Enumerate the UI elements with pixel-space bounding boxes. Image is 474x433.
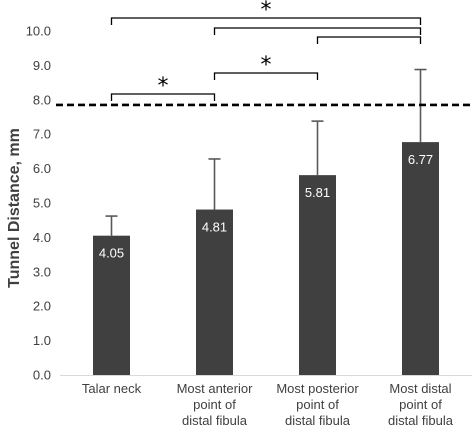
significance-bracket [110,93,216,101]
y-tick-label: 10.0 [26,24,51,39]
y-tick-label: 7.0 [33,127,51,142]
value-label: 4.05 [99,246,124,261]
significance-bracket [110,17,422,25]
bar [93,235,130,375]
y-tick-label: 3.0 [33,264,51,279]
category-label: Talar neck [82,381,142,396]
y-tick-label: 2.0 [33,299,51,314]
value-labels: 4.05 4.81 5.81 6.77 [99,152,433,261]
y-tick-label: 4.0 [33,230,51,245]
significance-bracket [213,72,319,80]
category-label-line: point of [399,397,442,412]
significance-bracket [213,27,422,35]
value-label: 6.77 [408,152,433,167]
value-label: 4.81 [202,220,227,235]
bar [402,142,439,375]
category-label-line: distal fibula [388,413,454,428]
y-tick-label: 5.0 [33,196,51,211]
category-label-line: distal fibula [182,413,248,428]
significance-star: * [158,74,169,99]
category-label-line: Most posterior [276,381,359,396]
category-label-line: point of [296,397,339,412]
significance-brackets: * * * [110,0,422,101]
significance-bracket [316,36,422,44]
bar [196,209,233,375]
y-tick-label: 0.0 [33,368,51,383]
y-tick-label: 8.0 [33,92,51,107]
value-label: 5.81 [305,185,330,200]
bar [299,175,336,375]
significance-star: * [261,53,272,78]
y-tick-label: 6.0 [33,161,51,176]
category-label: Most distal point of distal fibula [388,381,454,428]
y-axis-title: Tunnel Distance, mm [6,128,23,288]
category-label-line: Most distal [389,381,451,396]
significance-star: * [261,0,272,23]
category-labels: Talar neck Most anterior point of distal fi… [82,381,454,428]
category-label: Most posterior point of distal fibula [276,381,359,428]
category-label-line: Most anterior [177,381,254,396]
y-tick-label: 1.0 [33,333,51,348]
y-axis: 0.0 1.0 2.0 3.0 4.0 5.0 6.0 7.0 8.0 9.0 10.0 [26,24,51,383]
category-label-line: Talar neck [82,381,142,396]
category-label-line: distal fibula [285,413,351,428]
y-tick-label: 9.0 [33,58,51,73]
category-label-line: point of [193,397,236,412]
category-label: Most anterior point of distal fibula [177,381,254,428]
bar-series [93,142,439,375]
